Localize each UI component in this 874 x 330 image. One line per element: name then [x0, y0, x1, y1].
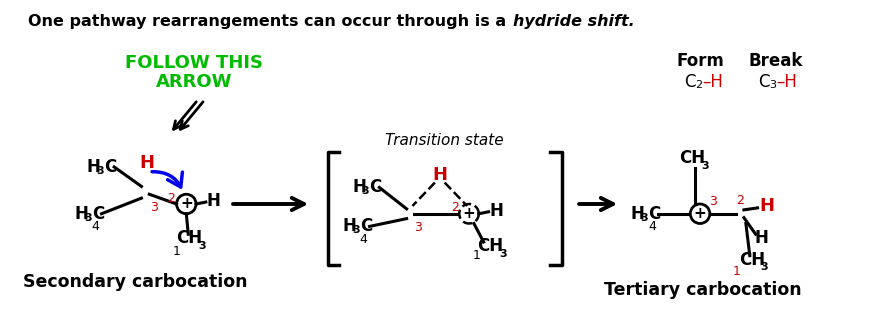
Text: –H: –H [776, 73, 797, 91]
Text: 3: 3 [97, 166, 104, 176]
Text: C: C [92, 205, 104, 223]
Text: –H: –H [702, 73, 723, 91]
Text: 3: 3 [150, 201, 158, 214]
Text: +: + [462, 206, 475, 221]
Text: 2: 2 [736, 194, 744, 207]
Text: 2: 2 [695, 80, 703, 90]
Text: H: H [206, 192, 220, 210]
Text: CH: CH [177, 229, 202, 247]
Text: 3: 3 [701, 161, 709, 171]
Text: 1: 1 [173, 245, 181, 258]
Text: +: + [180, 196, 192, 212]
Text: CH: CH [739, 250, 765, 269]
Text: One pathway rearrangements can occur through is a: One pathway rearrangements can occur thr… [28, 14, 512, 29]
Text: 2: 2 [452, 201, 460, 214]
Text: 3: 3 [499, 249, 507, 259]
Text: 3: 3 [760, 262, 768, 273]
Text: C: C [104, 158, 117, 176]
Text: 4: 4 [92, 220, 100, 233]
Text: 3: 3 [641, 213, 649, 223]
Text: Secondary carbocation: Secondary carbocation [24, 273, 248, 291]
FancyArrowPatch shape [152, 172, 183, 187]
Text: 2: 2 [167, 192, 175, 205]
Text: H: H [631, 205, 645, 223]
Text: 1: 1 [473, 249, 481, 262]
Text: CH: CH [477, 237, 503, 255]
Text: +: + [694, 206, 706, 221]
Text: Form: Form [676, 52, 724, 70]
Text: CH: CH [679, 149, 705, 167]
Text: C: C [370, 179, 382, 196]
Text: Tertiary carbocation: Tertiary carbocation [604, 281, 801, 299]
Text: H: H [343, 217, 357, 235]
Text: H: H [87, 158, 101, 176]
Text: Transition state: Transition state [385, 133, 504, 148]
Text: hydride shift.: hydride shift. [513, 14, 635, 29]
Text: H: H [352, 179, 366, 196]
Text: FOLLOW THIS: FOLLOW THIS [125, 54, 263, 72]
Text: Break: Break [749, 52, 803, 70]
Text: 4: 4 [649, 220, 656, 233]
Text: C: C [684, 73, 696, 91]
Text: 3: 3 [352, 225, 360, 235]
Text: 3: 3 [84, 213, 92, 223]
Text: 3: 3 [362, 186, 370, 196]
Text: C: C [759, 73, 770, 91]
Text: H: H [433, 166, 447, 184]
Text: 4: 4 [360, 233, 368, 246]
Text: H: H [74, 205, 88, 223]
Text: H: H [760, 197, 775, 215]
Text: C: C [360, 217, 372, 235]
Text: 3: 3 [769, 80, 776, 90]
Text: H: H [140, 154, 155, 172]
Text: 1: 1 [732, 265, 740, 278]
Text: 3: 3 [414, 221, 422, 234]
Text: 3: 3 [198, 241, 205, 251]
Text: 3: 3 [709, 195, 717, 208]
Text: C: C [649, 205, 661, 223]
Text: H: H [754, 229, 768, 247]
Text: ARROW: ARROW [156, 73, 232, 91]
Text: H: H [489, 202, 503, 220]
